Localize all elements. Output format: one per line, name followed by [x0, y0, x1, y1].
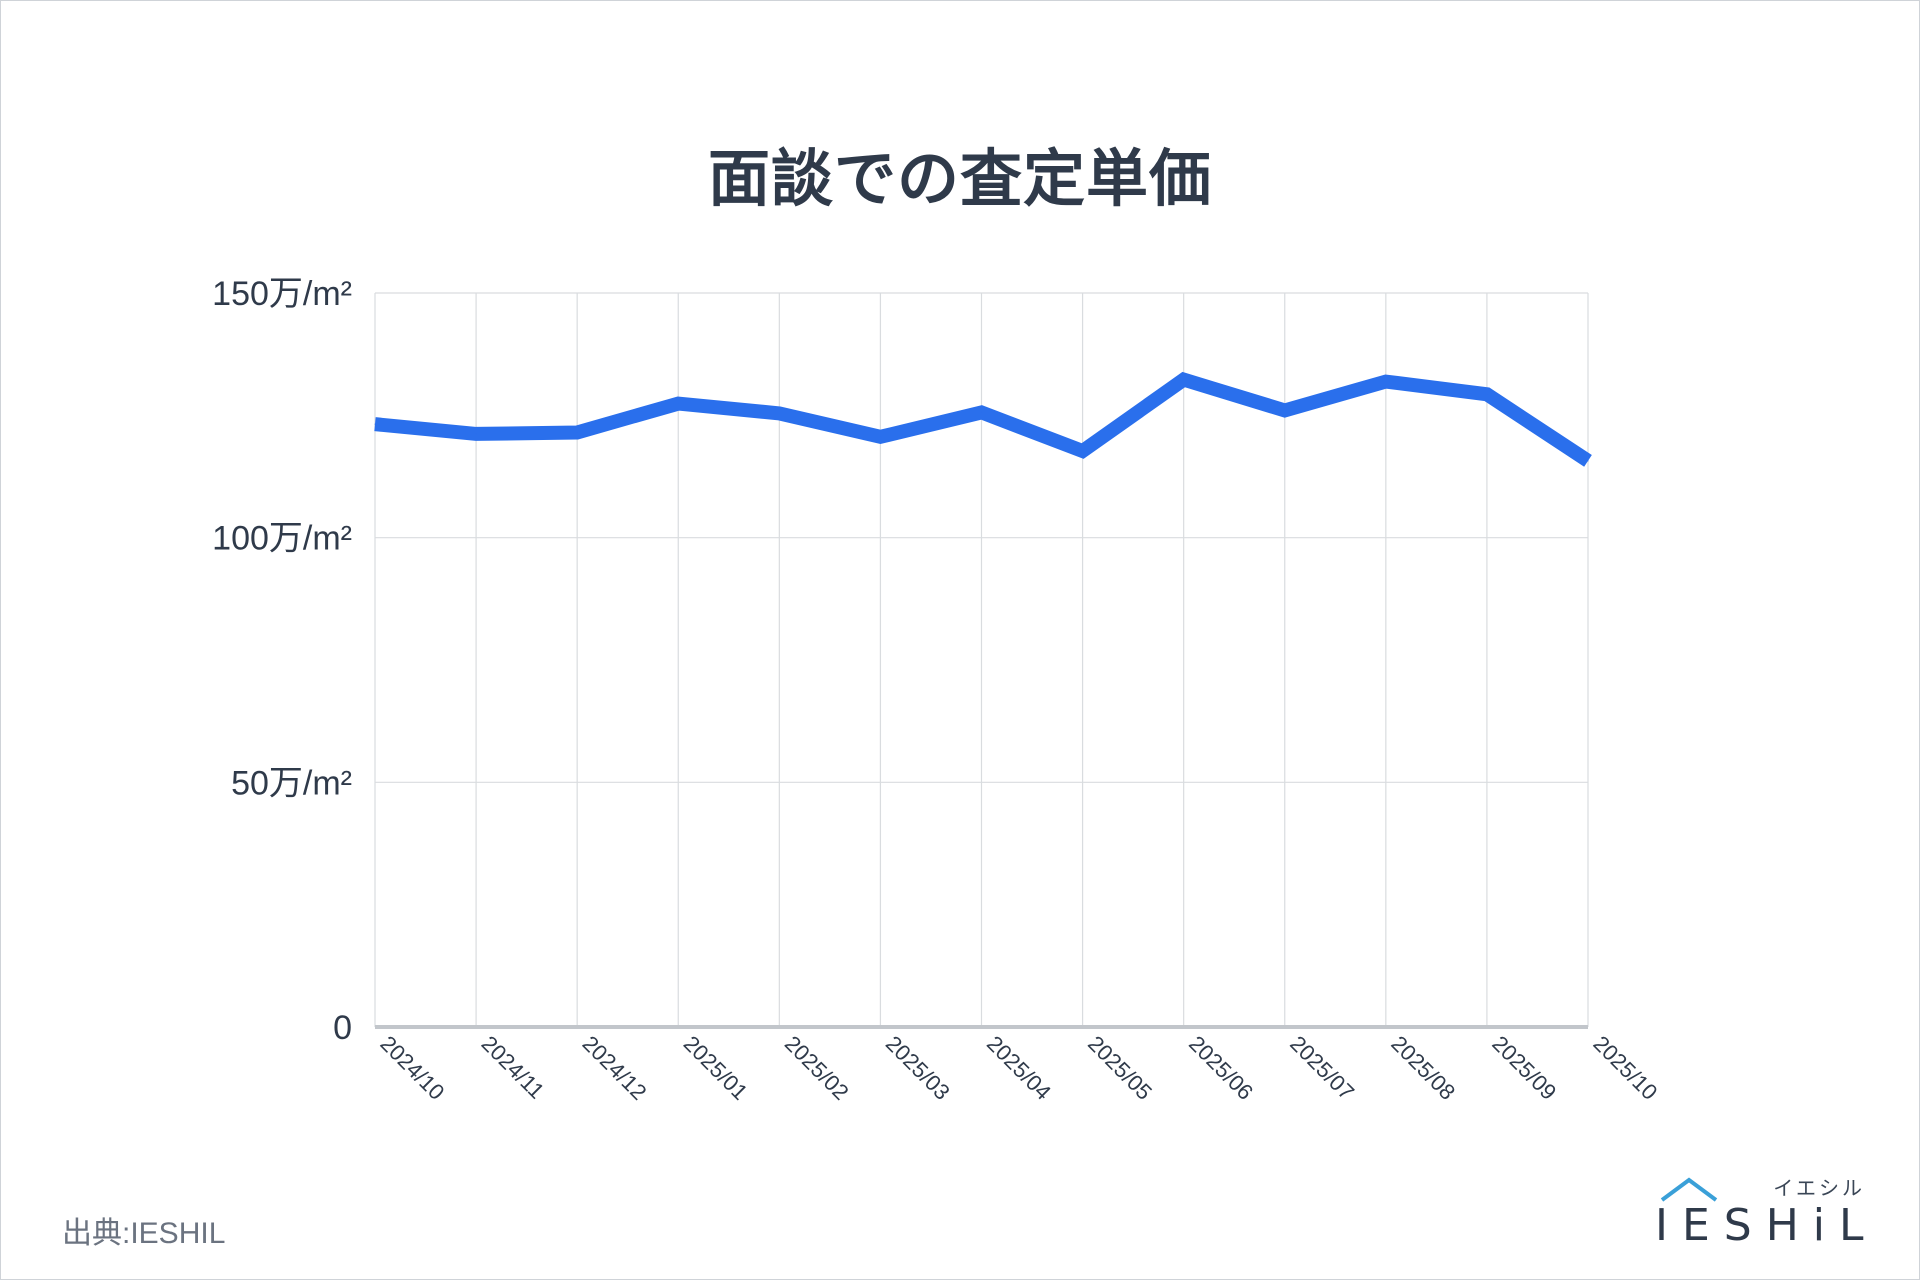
- series-layer: [374, 371, 1592, 467]
- logo-wordmark: IESHiL: [1655, 1200, 1878, 1251]
- data-point: [1587, 460, 1589, 462]
- x-axis: 2024/10 2024/11 2024/12 2025/01 2025/02 2025/…: [375, 1031, 1662, 1105]
- data-point: [576, 431, 578, 433]
- grid: [374, 292, 1589, 1029]
- y-axis: 0 50万/m² 100万/m² 150万/m²: [212, 275, 352, 1047]
- data-point: [677, 403, 679, 405]
- x-tick-label: 2025/07: [1285, 1031, 1359, 1105]
- x-tick-label: 2025/06: [1184, 1031, 1258, 1105]
- x-tick-label: 2025/10: [1588, 1031, 1662, 1105]
- data-point: [1082, 450, 1084, 452]
- x-tick-label: 2025/02: [780, 1031, 854, 1105]
- x-tick-label: 2024/12: [578, 1031, 652, 1105]
- y-tick-label: 50万/m²: [231, 764, 352, 802]
- data-point: [778, 412, 780, 414]
- x-tick-label: 2024/10: [375, 1031, 449, 1105]
- house-roof-icon: [1660, 1177, 1718, 1202]
- y-tick-label: 150万/m²: [212, 275, 352, 313]
- data-point: [1183, 379, 1185, 381]
- x-tick-label: 2025/01: [679, 1031, 753, 1105]
- data-point: [981, 411, 982, 413]
- x-tick-label: 2025/04: [982, 1031, 1056, 1105]
- y-tick-label: 100万/m²: [212, 520, 352, 558]
- x-tick-label: 2024/11: [477, 1031, 550, 1104]
- data-point: [879, 436, 881, 438]
- chart-title: 面談での査定単価: [707, 142, 1212, 215]
- data-point: [1385, 381, 1387, 383]
- logo-kana: イエシル: [1773, 1176, 1865, 1200]
- x-tick-label: 2025/03: [881, 1031, 955, 1105]
- source-note: 出典:IESHIL: [62, 1217, 226, 1250]
- data-point: [475, 433, 477, 435]
- x-tick-label: 2025/09: [1487, 1031, 1561, 1105]
- x-tick-label: 2025/08: [1386, 1031, 1460, 1105]
- x-tick-label: 2025/05: [1083, 1031, 1157, 1105]
- data-point: [1284, 409, 1286, 411]
- y-tick-label: 0: [333, 1009, 352, 1047]
- data-point: [1486, 393, 1488, 395]
- ieshil-logo: イエシル IESHiL: [1655, 1172, 1865, 1252]
- data-point: [374, 423, 376, 425]
